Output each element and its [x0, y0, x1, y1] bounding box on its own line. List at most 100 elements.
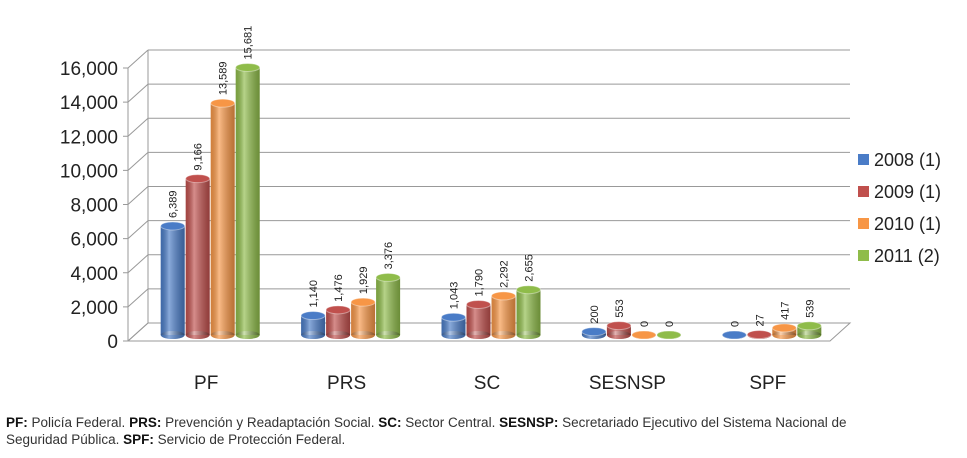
bar-top: [516, 285, 541, 295]
bar-shade: [491, 295, 516, 335]
note-abbr: PRS:: [129, 415, 162, 430]
bar-top: [185, 174, 211, 184]
bar-shade: [516, 289, 541, 335]
bar-shade: [160, 331, 185, 339]
bar-shade: [301, 315, 326, 335]
legend-swatch: [858, 250, 869, 261]
value-label: 2,292: [499, 260, 511, 288]
value-label: 1,929: [358, 267, 370, 295]
y-tick-label: 10,000: [60, 161, 118, 182]
x-tick-label: SC: [474, 373, 500, 394]
y-tick-label: 12,000: [60, 127, 118, 148]
value-label: 0: [729, 321, 741, 327]
legend-label: 2009 (1): [874, 182, 941, 202]
note-abbr: PF:: [6, 415, 28, 430]
bar-shade: [491, 331, 516, 339]
bar-shade: [351, 302, 376, 335]
value-label: 553: [614, 299, 626, 317]
bar-top: [796, 321, 822, 331]
bar-top: [375, 272, 401, 282]
value-label: 6,389: [168, 190, 180, 218]
x-tick-label: SPF: [749, 373, 786, 394]
value-label: 2,655: [524, 254, 536, 282]
bar-top: [491, 291, 516, 301]
value-label: 3,376: [383, 242, 395, 270]
grid-line: [127, 152, 149, 171]
bar-shade: [772, 331, 797, 339]
bar-top: [325, 305, 351, 315]
legend-swatch: [858, 186, 869, 197]
note-abbr: SC:: [378, 415, 402, 430]
note-abbr: SPF:: [123, 432, 154, 447]
grid-line: [127, 49, 149, 69]
bar-shade: [516, 331, 541, 339]
bar-shade: [466, 331, 491, 339]
x-tick-label: PRS: [327, 373, 366, 394]
legend-label: 2010 (1): [874, 214, 941, 234]
y-tick-label: 16,000: [60, 59, 118, 80]
note-text: Sector Central.: [405, 415, 496, 430]
y-tick-label: 6,000: [70, 230, 118, 251]
bar-shade: [185, 331, 210, 339]
value-label: 417: [779, 302, 791, 320]
legend-label: 2008 (1): [874, 150, 941, 170]
value-label: 1,043: [449, 282, 461, 310]
value-label: 200: [589, 305, 601, 323]
bar-top: [350, 297, 376, 307]
bar-shade: [797, 325, 822, 335]
value-label: 0: [639, 321, 651, 327]
bar-top: [771, 323, 797, 333]
bar-top: [656, 330, 682, 340]
grid-line: [127, 254, 149, 274]
bar-top: [300, 311, 326, 321]
bar-shade: [376, 331, 401, 339]
grid-line: [127, 322, 149, 342]
bar-top: [160, 221, 186, 231]
bar-shade: [210, 331, 235, 339]
note-text: Servicio de Protección Federal.: [157, 432, 346, 447]
bar-top: [631, 330, 657, 340]
bar-top: [721, 330, 747, 340]
bar-top: [581, 327, 607, 337]
bar-shade: [160, 225, 185, 335]
bar-shade: [797, 331, 822, 339]
legend-label: 2011 (2): [874, 246, 940, 266]
chart: 0 2,000 4,000 6,000 8,000 10,000 12,000 14,000 1…: [60, 26, 941, 394]
bar-shade: [185, 178, 210, 335]
bar-top: [746, 330, 772, 340]
bar-shade: [210, 103, 235, 335]
bar-top: [235, 62, 261, 72]
value-label: 0: [664, 321, 676, 327]
value-label: 27: [754, 314, 766, 326]
bar-shade: [441, 317, 466, 335]
bar-shade: [606, 331, 631, 339]
y-tick-label: 14,000: [60, 93, 118, 114]
bar-shade: [235, 67, 260, 336]
value-label: 1,790: [474, 269, 486, 297]
value-label: 1,140: [308, 280, 320, 308]
grid-line: [127, 186, 149, 205]
note-text: Policía Federal.: [31, 415, 126, 430]
bar-shade: [376, 277, 401, 335]
bar-shade: [326, 309, 351, 335]
bar-top: [210, 98, 236, 108]
value-label: 15,681: [243, 26, 255, 60]
y-tick-label: 0: [107, 332, 118, 353]
grid-line: [127, 83, 149, 103]
bar-shade: [326, 331, 351, 339]
value-label: 13,589: [218, 61, 230, 95]
legend-swatch: [858, 218, 869, 229]
note-text: Prevención y Readaptación Social.: [165, 415, 375, 430]
x-tick-label: SESNSP: [589, 373, 666, 394]
bar-shade: [441, 331, 466, 339]
value-label: 539: [804, 299, 816, 317]
grid-line: [127, 288, 149, 308]
bar-shade: [606, 325, 631, 335]
footnote: PF: Policía Federal. PRS: Prevención y R…: [6, 414, 911, 448]
bar-top: [606, 321, 632, 331]
legend-swatch: [858, 154, 869, 165]
bar-top: [441, 312, 466, 322]
y-tick-label: 2,000: [70, 298, 118, 319]
bar-top: [466, 299, 491, 309]
value-label: 1,476: [333, 274, 345, 302]
